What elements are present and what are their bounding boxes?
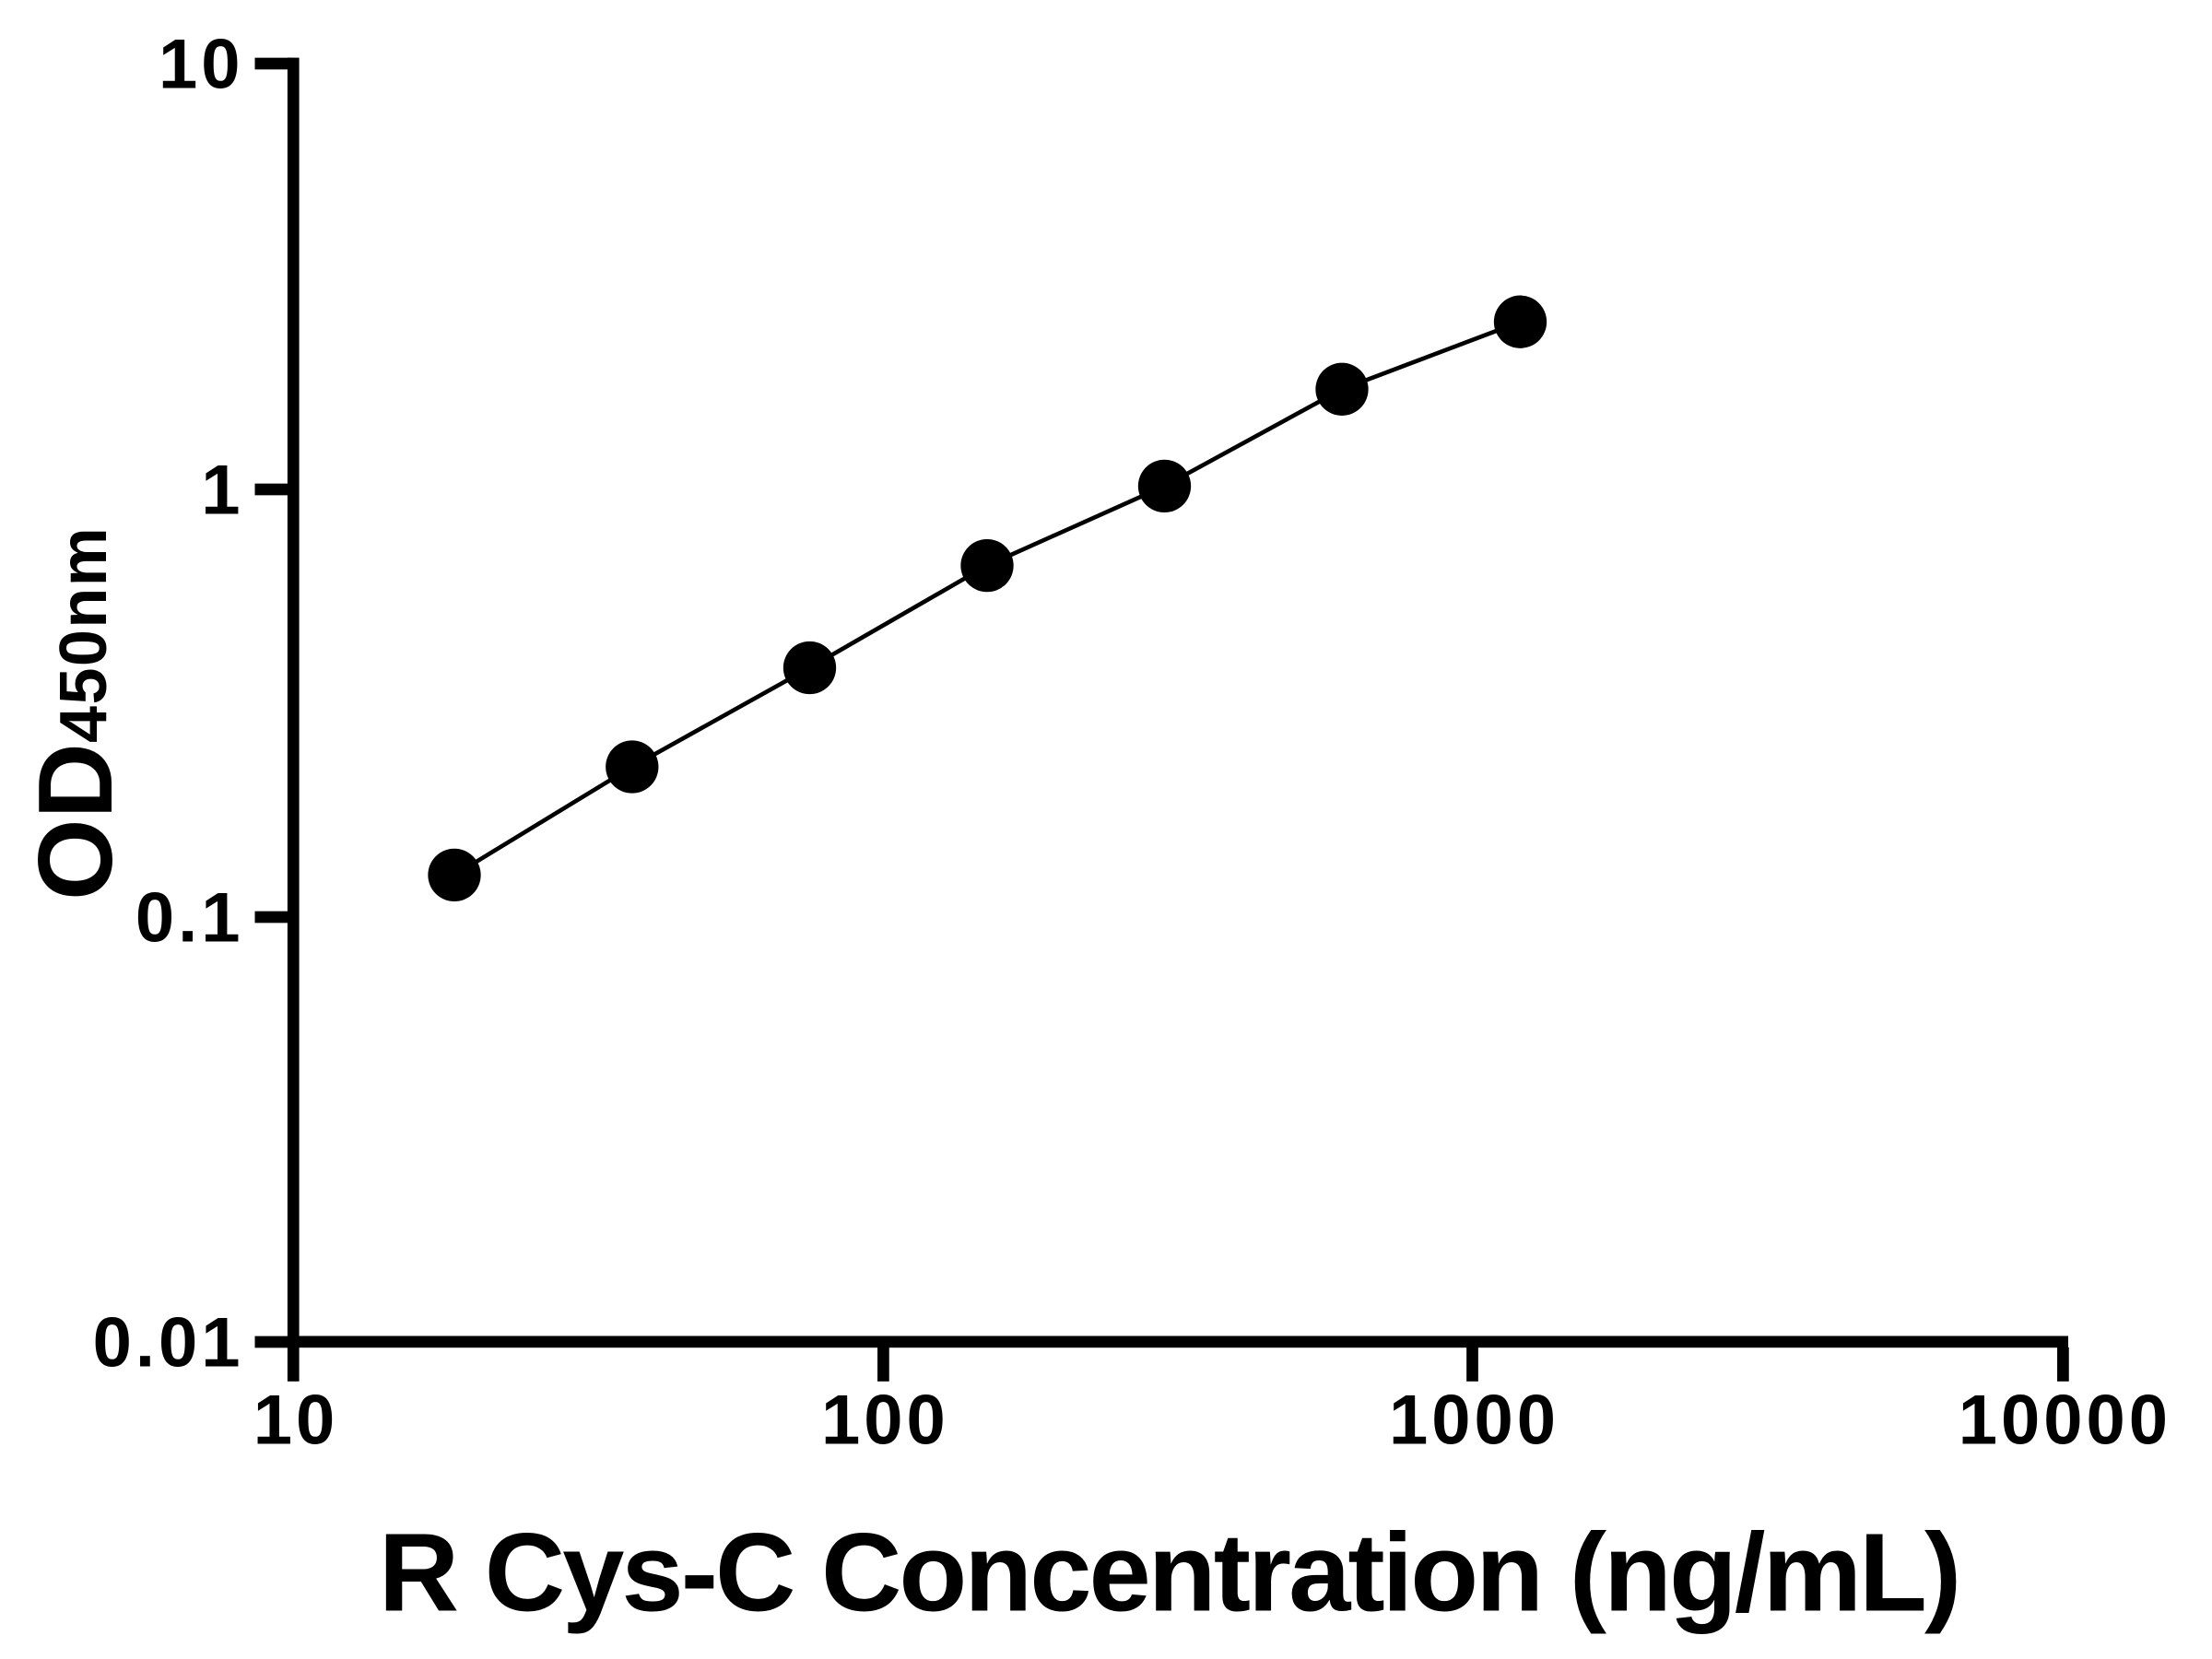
- svg-text:10: 10: [159, 26, 244, 104]
- svg-text:1000: 1000: [1389, 1382, 1559, 1460]
- svg-text:1: 1: [201, 452, 243, 530]
- svg-text:OD450nm: OD450nm: [18, 526, 135, 900]
- svg-text:0.1: 0.1: [135, 879, 244, 958]
- svg-text:10: 10: [253, 1382, 339, 1460]
- svg-text:10000: 10000: [1959, 1382, 2171, 1460]
- svg-text:0.01: 0.01: [93, 1304, 244, 1382]
- svg-text:100: 100: [821, 1382, 949, 1460]
- svg-text:R Cys-C Concentration (ng/mL): R Cys-C Concentration (ng/mL): [379, 1510, 1959, 1635]
